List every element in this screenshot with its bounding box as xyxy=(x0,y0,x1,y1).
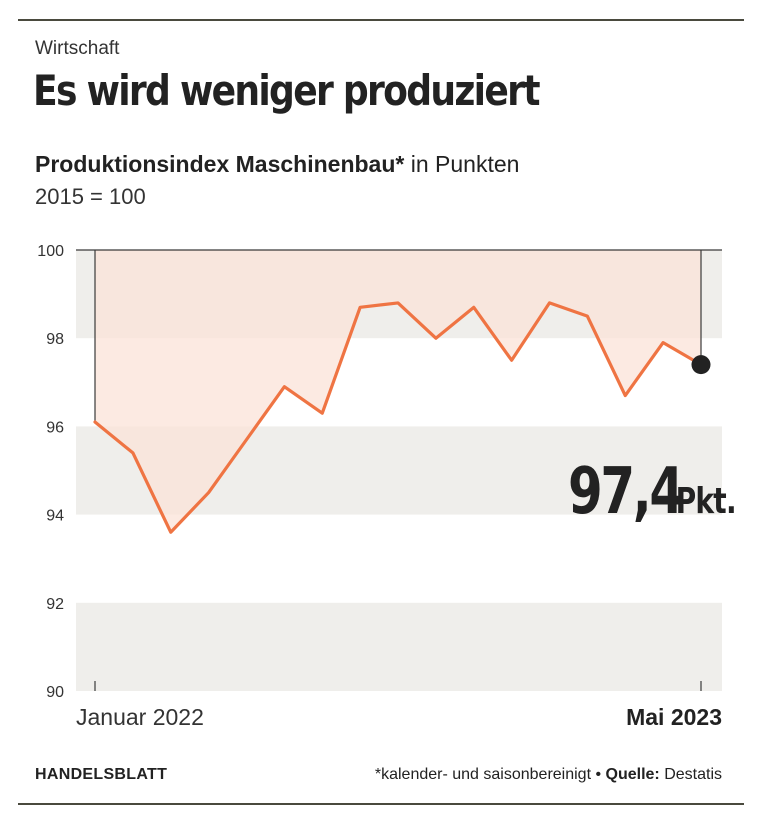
bottom-rule xyxy=(18,803,744,805)
data-point-1 xyxy=(131,451,134,454)
data-point-0 xyxy=(94,420,97,423)
subtitle-bold: Produktionsindex Maschinenbau* xyxy=(35,151,405,177)
data-point-9 xyxy=(434,337,437,340)
source-value: Destatis xyxy=(659,766,722,783)
data-point-8 xyxy=(397,301,400,304)
annotation-unit: Pkt. xyxy=(676,480,736,522)
data-point-4 xyxy=(245,438,248,441)
data-point-13 xyxy=(586,315,589,318)
data-point-2 xyxy=(169,531,172,534)
end-point-marker xyxy=(691,355,711,375)
data-point-5 xyxy=(283,385,286,388)
source-label: Quelle: xyxy=(605,766,660,783)
gap-area xyxy=(95,250,701,533)
data-point-11 xyxy=(510,359,513,362)
data-point-7 xyxy=(359,306,362,309)
y-tick-label-5: 90 xyxy=(46,684,64,701)
data-point-10 xyxy=(472,306,475,309)
footer-note: *kalender- und saisonbereinigt • Quelle:… xyxy=(375,766,722,784)
data-point-12 xyxy=(548,301,551,304)
footer-separator: • xyxy=(591,766,606,783)
grid-band-2 xyxy=(76,602,722,691)
subtitle-unit: in Punkten xyxy=(404,151,520,177)
data-point-3 xyxy=(207,491,210,494)
y-tick-label-2: 96 xyxy=(46,419,64,436)
y-tick-label-1: 98 xyxy=(46,331,64,348)
brand-label: HANDELSBLATT xyxy=(35,766,168,783)
x-tick-label-start: Januar 2022 xyxy=(76,704,204,730)
top-rule xyxy=(18,19,744,21)
index-basis: 2015 = 100 xyxy=(35,184,146,209)
footnote: *kalender- und saisonbereinigt xyxy=(374,766,592,783)
data-point-14 xyxy=(624,394,627,397)
headline: Es wird weniger produziert xyxy=(33,66,540,115)
section-kicker: Wirtschaft xyxy=(35,38,120,59)
y-tick-label-0: 100 xyxy=(37,243,64,260)
y-tick-label-4: 92 xyxy=(46,596,64,613)
data-point-15 xyxy=(662,341,665,344)
y-tick-label-3: 94 xyxy=(46,508,64,525)
chart-subtitle: Produktionsindex Maschinenbau* in Punkte… xyxy=(35,151,519,178)
annotation-value: 97,4 xyxy=(568,454,682,529)
x-tick-label-end: Mai 2023 xyxy=(626,704,722,730)
data-point-6 xyxy=(321,412,324,415)
series-line xyxy=(93,301,703,534)
